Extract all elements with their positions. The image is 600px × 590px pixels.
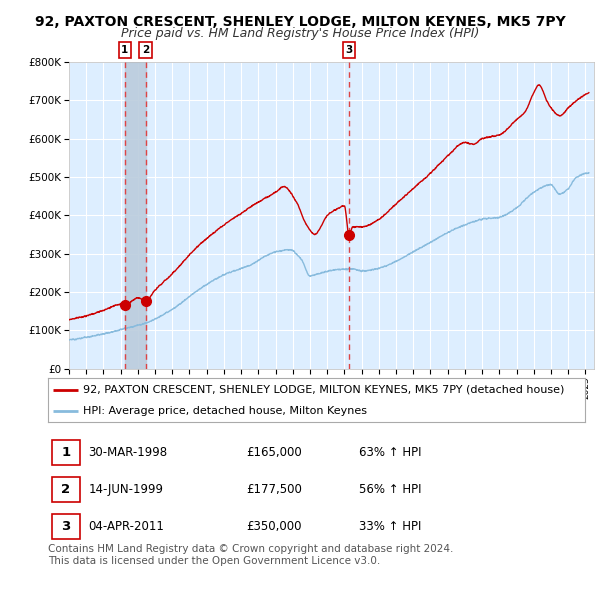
Text: 1: 1 bbox=[61, 446, 70, 459]
Bar bbox=[125, 62, 146, 369]
FancyBboxPatch shape bbox=[52, 513, 80, 539]
Text: 3: 3 bbox=[345, 45, 352, 55]
Text: HPI: Average price, detached house, Milton Keynes: HPI: Average price, detached house, Milt… bbox=[83, 406, 367, 416]
FancyBboxPatch shape bbox=[52, 477, 80, 502]
Text: 92, PAXTON CRESCENT, SHENLEY LODGE, MILTON KEYNES, MK5 7PY: 92, PAXTON CRESCENT, SHENLEY LODGE, MILT… bbox=[35, 15, 565, 29]
Text: Price paid vs. HM Land Registry's House Price Index (HPI): Price paid vs. HM Land Registry's House … bbox=[121, 27, 479, 40]
Text: 30-MAR-1998: 30-MAR-1998 bbox=[88, 446, 167, 459]
Text: Contains HM Land Registry data © Crown copyright and database right 2024.
This d: Contains HM Land Registry data © Crown c… bbox=[48, 544, 454, 566]
Text: 1: 1 bbox=[121, 45, 128, 55]
Text: 2: 2 bbox=[61, 483, 70, 496]
Text: 3: 3 bbox=[61, 520, 70, 533]
FancyBboxPatch shape bbox=[52, 440, 80, 466]
Text: 2: 2 bbox=[142, 45, 149, 55]
Text: 33% ↑ HPI: 33% ↑ HPI bbox=[359, 520, 422, 533]
Text: 14-JUN-1999: 14-JUN-1999 bbox=[88, 483, 163, 496]
Text: £177,500: £177,500 bbox=[247, 483, 302, 496]
Text: £350,000: £350,000 bbox=[247, 520, 302, 533]
Text: 56% ↑ HPI: 56% ↑ HPI bbox=[359, 483, 422, 496]
Text: 63% ↑ HPI: 63% ↑ HPI bbox=[359, 446, 422, 459]
Text: £165,000: £165,000 bbox=[247, 446, 302, 459]
Text: 92, PAXTON CRESCENT, SHENLEY LODGE, MILTON KEYNES, MK5 7PY (detached house): 92, PAXTON CRESCENT, SHENLEY LODGE, MILT… bbox=[83, 385, 564, 395]
Text: 04-APR-2011: 04-APR-2011 bbox=[88, 520, 164, 533]
